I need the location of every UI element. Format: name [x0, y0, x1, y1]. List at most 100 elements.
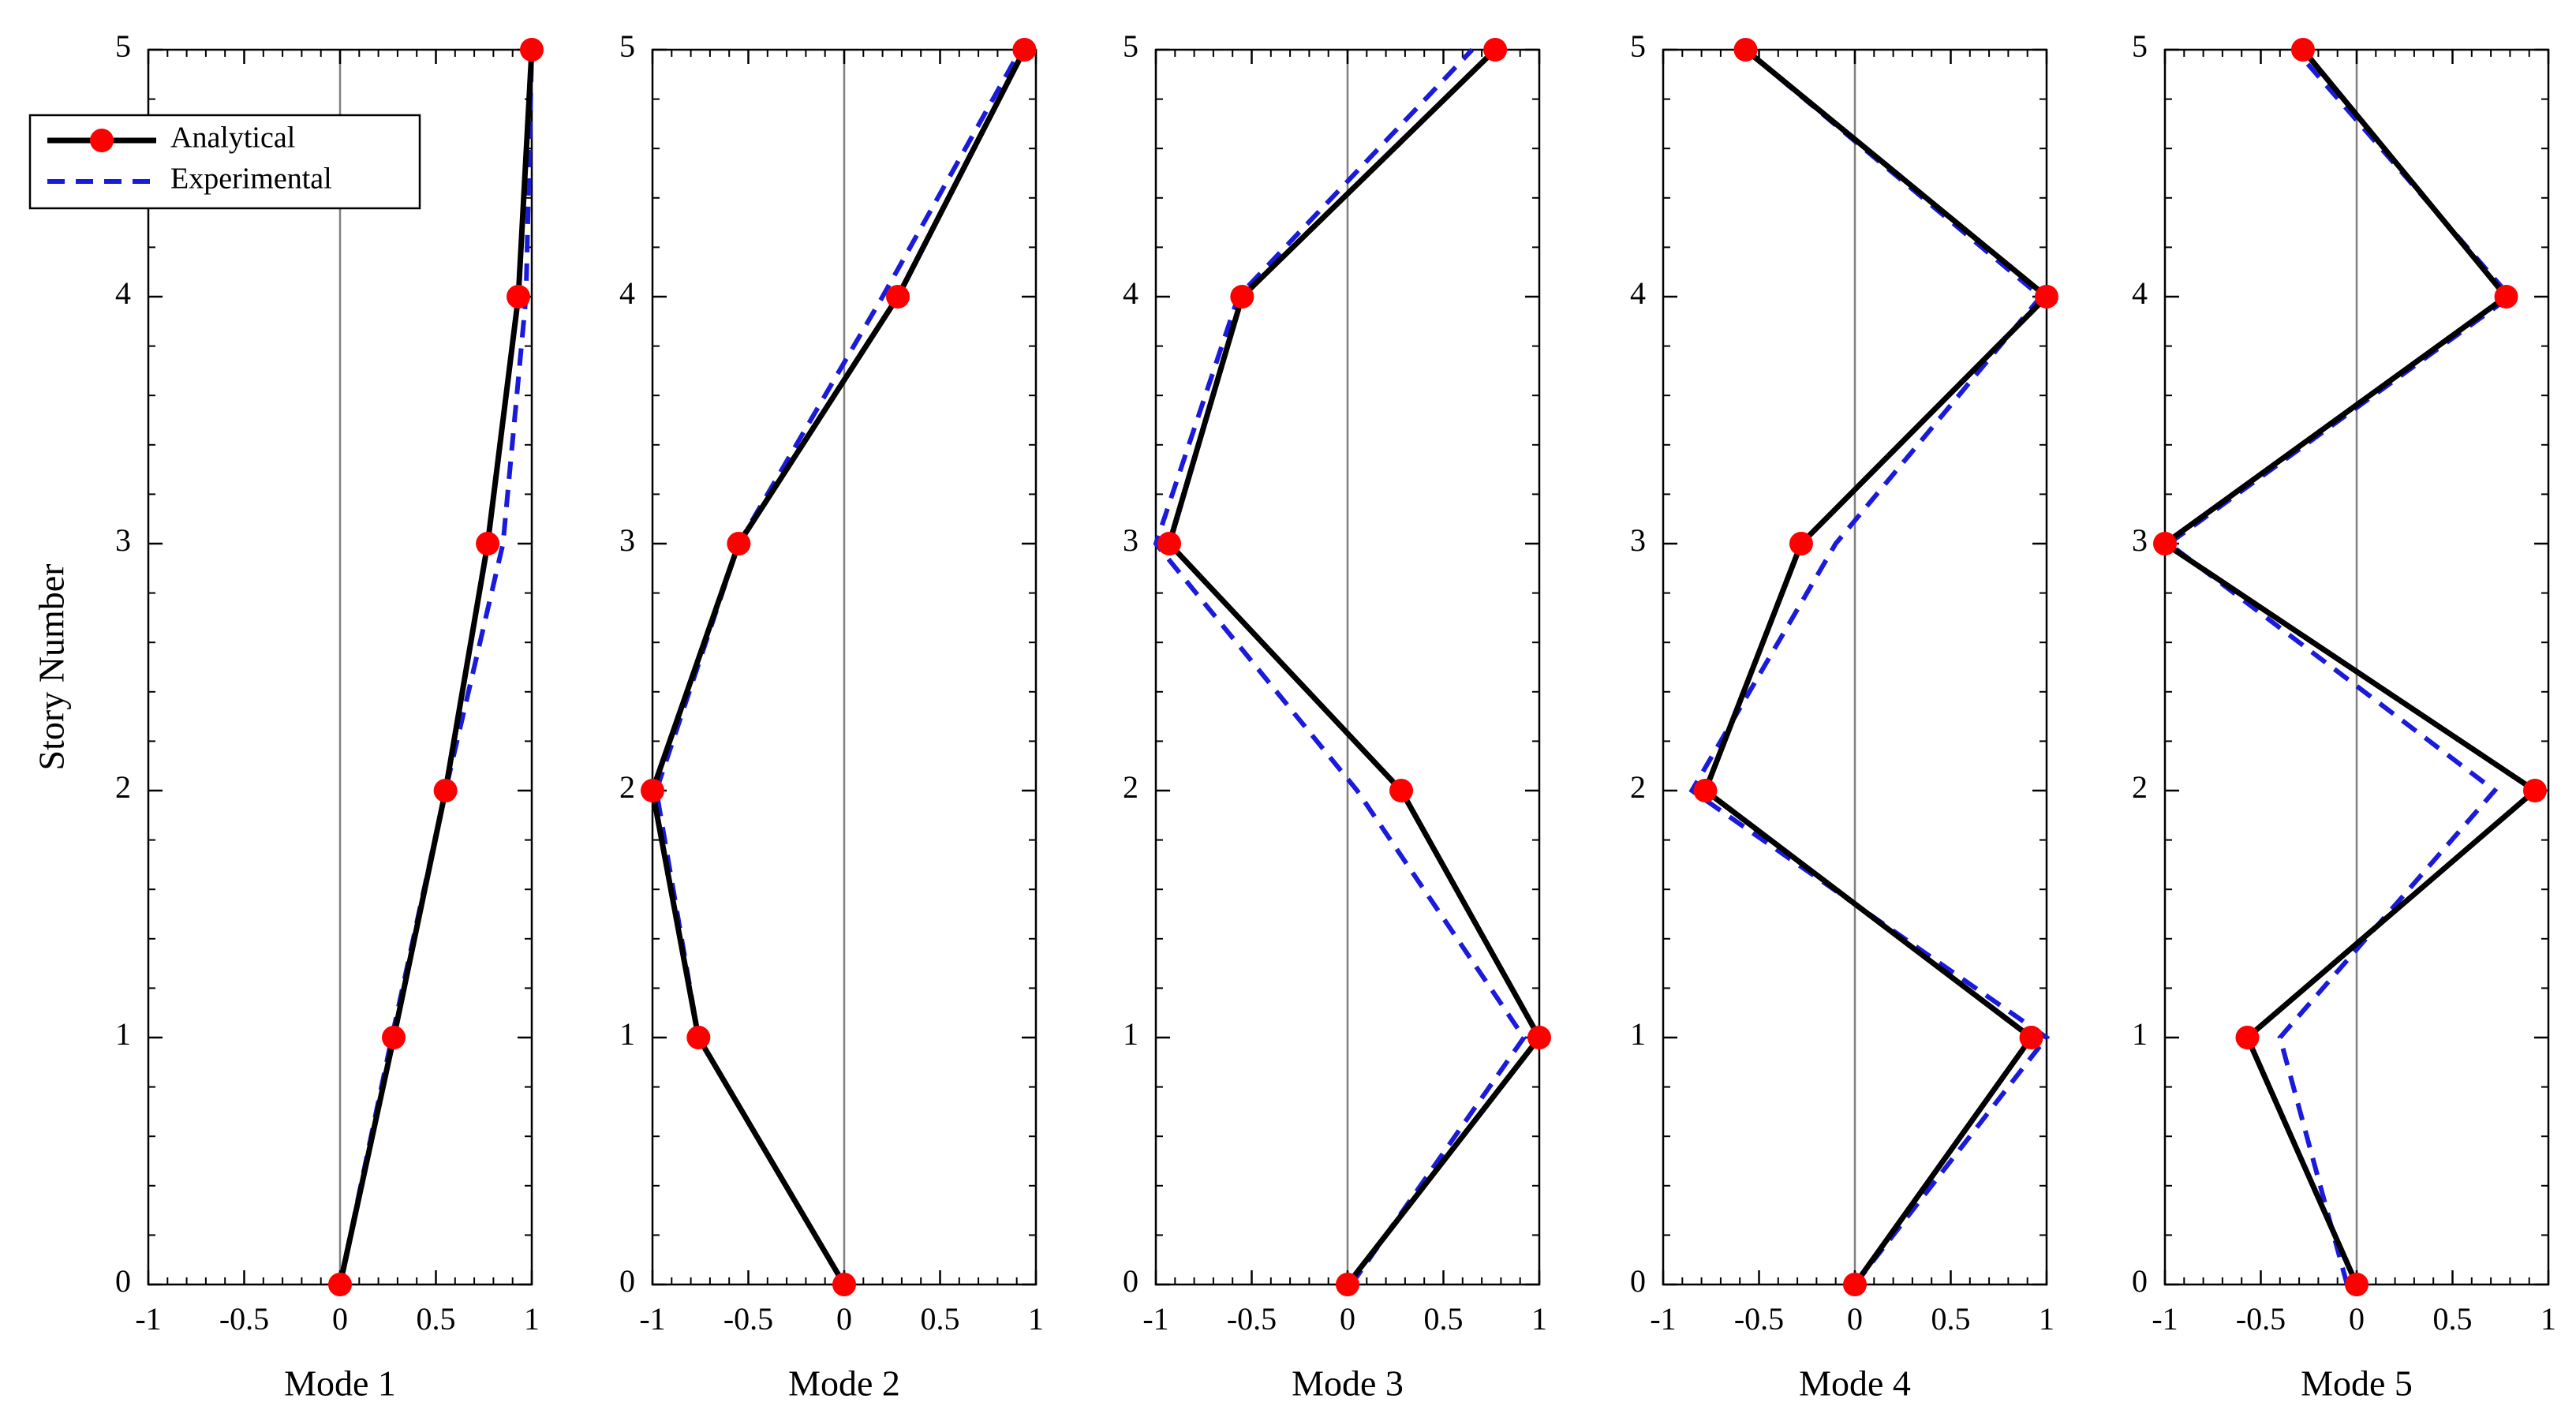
x-tick-label: 1	[2540, 1301, 2556, 1337]
data-point	[2153, 532, 2177, 555]
y-tick-label: 3	[1630, 522, 1646, 558]
x-tick-label: 1	[524, 1301, 540, 1337]
data-point	[1012, 38, 1037, 62]
y-tick-label: 2	[1630, 769, 1646, 805]
data-point	[1843, 1273, 1867, 1296]
series-line	[649, 48, 1027, 1286]
y-tick-label: 5	[1123, 28, 1138, 64]
x-tick-label: 1	[1531, 1301, 1547, 1337]
data-point	[832, 1273, 856, 1296]
y-tick-label: 4	[1123, 275, 1138, 311]
x-tick-label: 0.5	[417, 1301, 456, 1337]
data-point	[1336, 1273, 1359, 1296]
data-point	[1389, 779, 1414, 802]
data-point	[433, 779, 458, 802]
x-tick-label: -0.5	[219, 1301, 269, 1337]
data-point	[2235, 1026, 2260, 1049]
subplot: -1 -0.5 0 0.5 1 0 1 2 3 4 5 Mode 3	[1123, 28, 1551, 1404]
series-line	[1166, 47, 1543, 1287]
series-line	[653, 48, 1023, 1286]
x-tick-label: 0	[332, 1301, 348, 1337]
y-tick-label: 3	[115, 522, 131, 558]
series-line	[2159, 47, 2540, 1286]
data-point	[1483, 38, 1508, 62]
y-tick-label: 1	[2132, 1016, 2148, 1052]
y-tick-label: 5	[115, 28, 131, 64]
x-tick-label: 1	[1028, 1301, 1044, 1337]
x-tick-label: -0.5	[723, 1301, 773, 1337]
data-point	[2494, 285, 2518, 309]
y-tick-label: 0	[115, 1263, 131, 1299]
data-point	[1733, 38, 1758, 62]
x-tick-label: 0.5	[1424, 1301, 1464, 1337]
subplot: -1 -0.5 0 0.5 1 0 1 2 3 4 5 Mode 5	[2132, 28, 2556, 1403]
data-point	[2345, 1273, 2368, 1296]
data-point	[886, 285, 910, 309]
subplot: -1 -0.5 0 0.5 1 0 1 2 3 4 5 Mode 1 Story Number	[32, 28, 544, 1404]
data-point	[641, 779, 664, 802]
x-tick-label: -1	[1650, 1301, 1676, 1337]
data-point	[382, 1026, 406, 1049]
data-point	[520, 38, 544, 62]
x-tick-label: 0	[2349, 1301, 2365, 1337]
x-axis-label: Mode 4	[1799, 1363, 1911, 1404]
y-tick-label: 1	[619, 1016, 635, 1052]
y-tick-label: 4	[2132, 275, 2148, 311]
x-tick-label: 1	[2039, 1301, 2054, 1337]
series-line	[338, 49, 534, 1285]
x-tick-label: 0	[1847, 1301, 1863, 1337]
data-point	[686, 1026, 711, 1049]
legend-box	[28, 114, 421, 210]
x-tick-label: -1	[1142, 1301, 1168, 1337]
y-tick-label: 2	[1123, 769, 1138, 805]
y-tick-label: 3	[1123, 522, 1138, 558]
y-tick-label: 0	[2132, 1263, 2148, 1299]
x-tick-label: 0.5	[921, 1301, 960, 1337]
series-line	[2164, 48, 2514, 1285]
y-tick-label: 2	[2132, 769, 2148, 805]
x-tick-label: -0.5	[1734, 1301, 1784, 1337]
data-point	[2290, 38, 2315, 62]
y-tick-label: 1	[1630, 1016, 1646, 1052]
data-point	[727, 532, 751, 555]
series-line	[1153, 47, 1527, 1286]
x-tick-label: 0	[836, 1301, 852, 1337]
x-tick-label: 0	[1340, 1301, 1355, 1337]
data-point	[2019, 1026, 2043, 1049]
data-point	[1157, 532, 1182, 555]
x-tick-label: 0.5	[1931, 1301, 1971, 1337]
x-axis-label: Mode 3	[1292, 1363, 1404, 1404]
y-tick-label: 2	[115, 769, 131, 805]
data-point	[1527, 1026, 1551, 1049]
y-tick-label: 5	[2132, 28, 2148, 64]
x-tick-label: -1	[135, 1301, 161, 1337]
legend-marker	[90, 129, 114, 152]
data-point	[2522, 779, 2547, 802]
x-tick-label: -1	[639, 1301, 665, 1337]
x-axis-label: Mode 1	[284, 1363, 396, 1404]
x-tick-label: 0.5	[2433, 1301, 2473, 1337]
y-tick-label: 5	[1630, 28, 1646, 64]
data-point	[506, 285, 530, 309]
y-tick-label: 0	[619, 1263, 635, 1299]
data-point	[1230, 285, 1254, 309]
data-point	[1693, 779, 1718, 802]
subplot: -1 -0.5 0 0.5 1 0 1 2 3 4 5 Mode 4	[1630, 28, 2058, 1404]
legend: Analytical Experimental	[28, 114, 421, 210]
data-point	[476, 532, 500, 555]
x-axis-label: Mode 2	[788, 1363, 900, 1404]
subplot: -1 -0.5 0 0.5 1 0 1 2 3 4 5 Mode 2	[619, 28, 1044, 1403]
series-line	[1688, 47, 2051, 1286]
y-tick-label: 0	[1630, 1263, 1646, 1299]
y-tick-label: 4	[1630, 275, 1646, 311]
series-line	[1702, 47, 2051, 1287]
y-tick-label: 0	[1123, 1263, 1138, 1299]
data-point	[1789, 532, 1813, 555]
data-point	[328, 1273, 352, 1296]
x-axis-label: Mode 5	[2301, 1363, 2413, 1404]
y-tick-label: 2	[619, 769, 635, 805]
y-tick-label: 1	[1123, 1016, 1138, 1052]
y-tick-label: 3	[619, 522, 635, 558]
series-line	[337, 49, 535, 1285]
